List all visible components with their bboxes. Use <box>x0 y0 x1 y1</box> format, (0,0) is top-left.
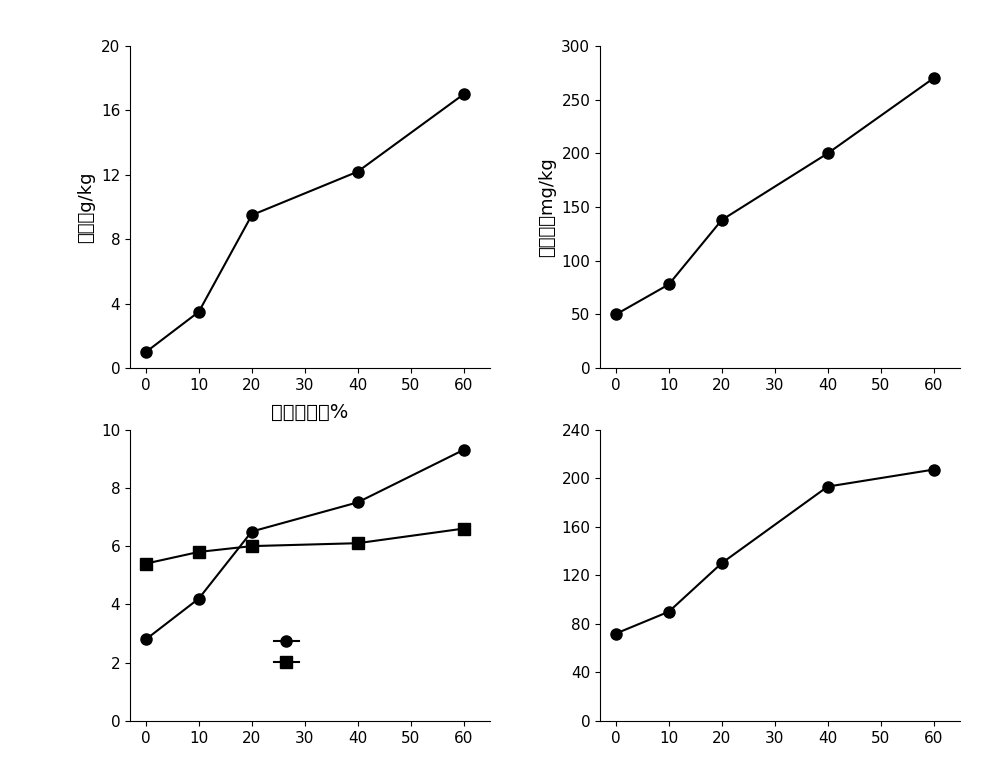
Legend: , : , <box>274 635 310 670</box>
Y-axis label: 全氮，g/kg: 全氮，g/kg <box>77 171 95 243</box>
Text: 泥饼含量，%: 泥饼含量，% <box>271 403 349 422</box>
Y-axis label: 有效磷，mg/kg: 有效磷，mg/kg <box>538 157 556 257</box>
